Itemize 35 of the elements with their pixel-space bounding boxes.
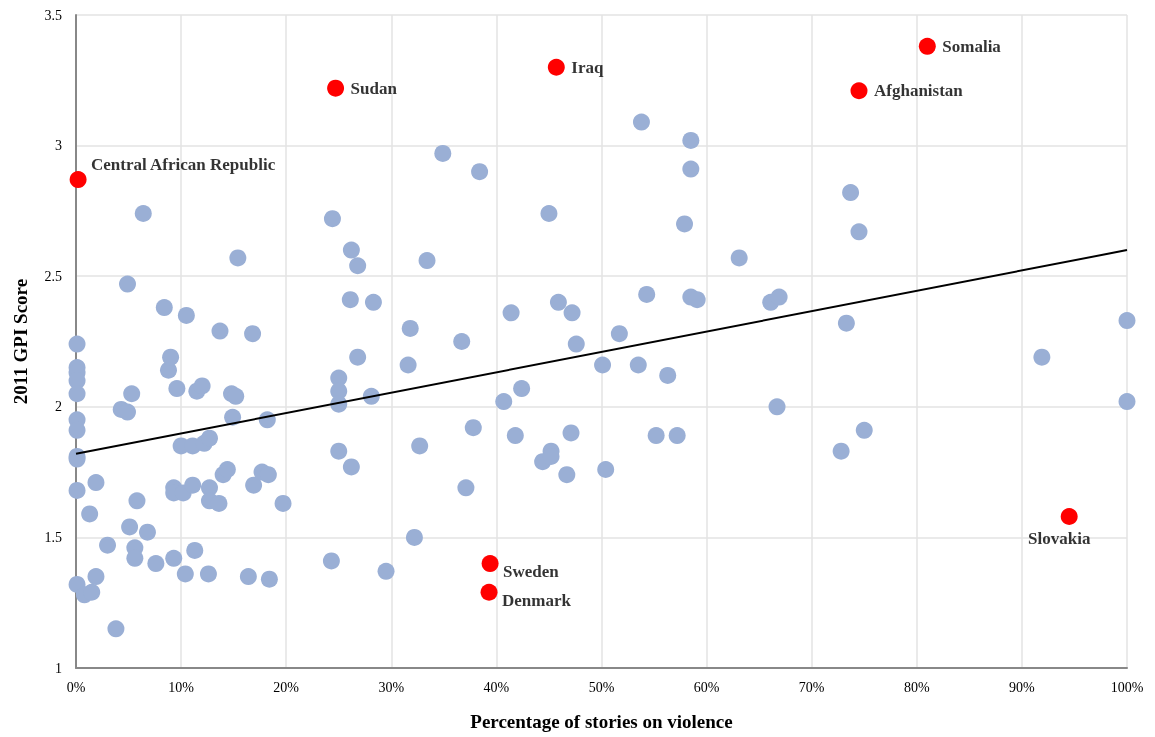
point <box>481 555 499 573</box>
y-tick-label: 2.5 <box>44 268 62 284</box>
x-axis-title: Percentage of stories on violence <box>470 711 733 732</box>
x-tick-label: 80% <box>903 679 930 695</box>
x-tick-label: 70% <box>798 679 825 695</box>
y-axis-title: 2011 GPI Score <box>10 278 31 405</box>
annotation: Sudan <box>350 78 398 98</box>
y-tick-label: 1.5 <box>44 529 62 545</box>
x-tick-label: 20% <box>273 679 300 695</box>
point <box>1060 508 1078 525</box>
annotation: Denmark <box>502 590 572 610</box>
point <box>918 37 936 55</box>
annotation: Afghanistan <box>873 81 964 101</box>
annotation: Slovakia <box>1028 528 1091 548</box>
x-tick-label: 30% <box>378 679 405 695</box>
x-tick-label: 50% <box>588 679 615 695</box>
x-tick-label: 60% <box>693 679 720 695</box>
y-tick-label: 2 <box>55 399 62 415</box>
annotation: Central African Republic <box>91 154 276 174</box>
y-tick-label: 3.5 <box>44 7 62 23</box>
point <box>850 82 868 100</box>
x-tick-label: 90% <box>1009 679 1036 695</box>
annotation: Sweden <box>503 562 560 582</box>
point <box>69 171 87 189</box>
annotation: Somalia <box>942 36 1002 56</box>
y-tick-label: 3 <box>55 138 62 154</box>
x-tick-label: 10% <box>168 679 195 695</box>
point <box>480 583 498 601</box>
annotation: Iraq <box>571 57 604 77</box>
x-tick-label: 0% <box>66 679 86 695</box>
point <box>547 58 565 76</box>
y-tick-label: 1 <box>55 660 62 676</box>
point <box>327 79 345 97</box>
x-tick-label: 40% <box>483 679 510 695</box>
x-tick-label: 100% <box>1110 679 1144 695</box>
